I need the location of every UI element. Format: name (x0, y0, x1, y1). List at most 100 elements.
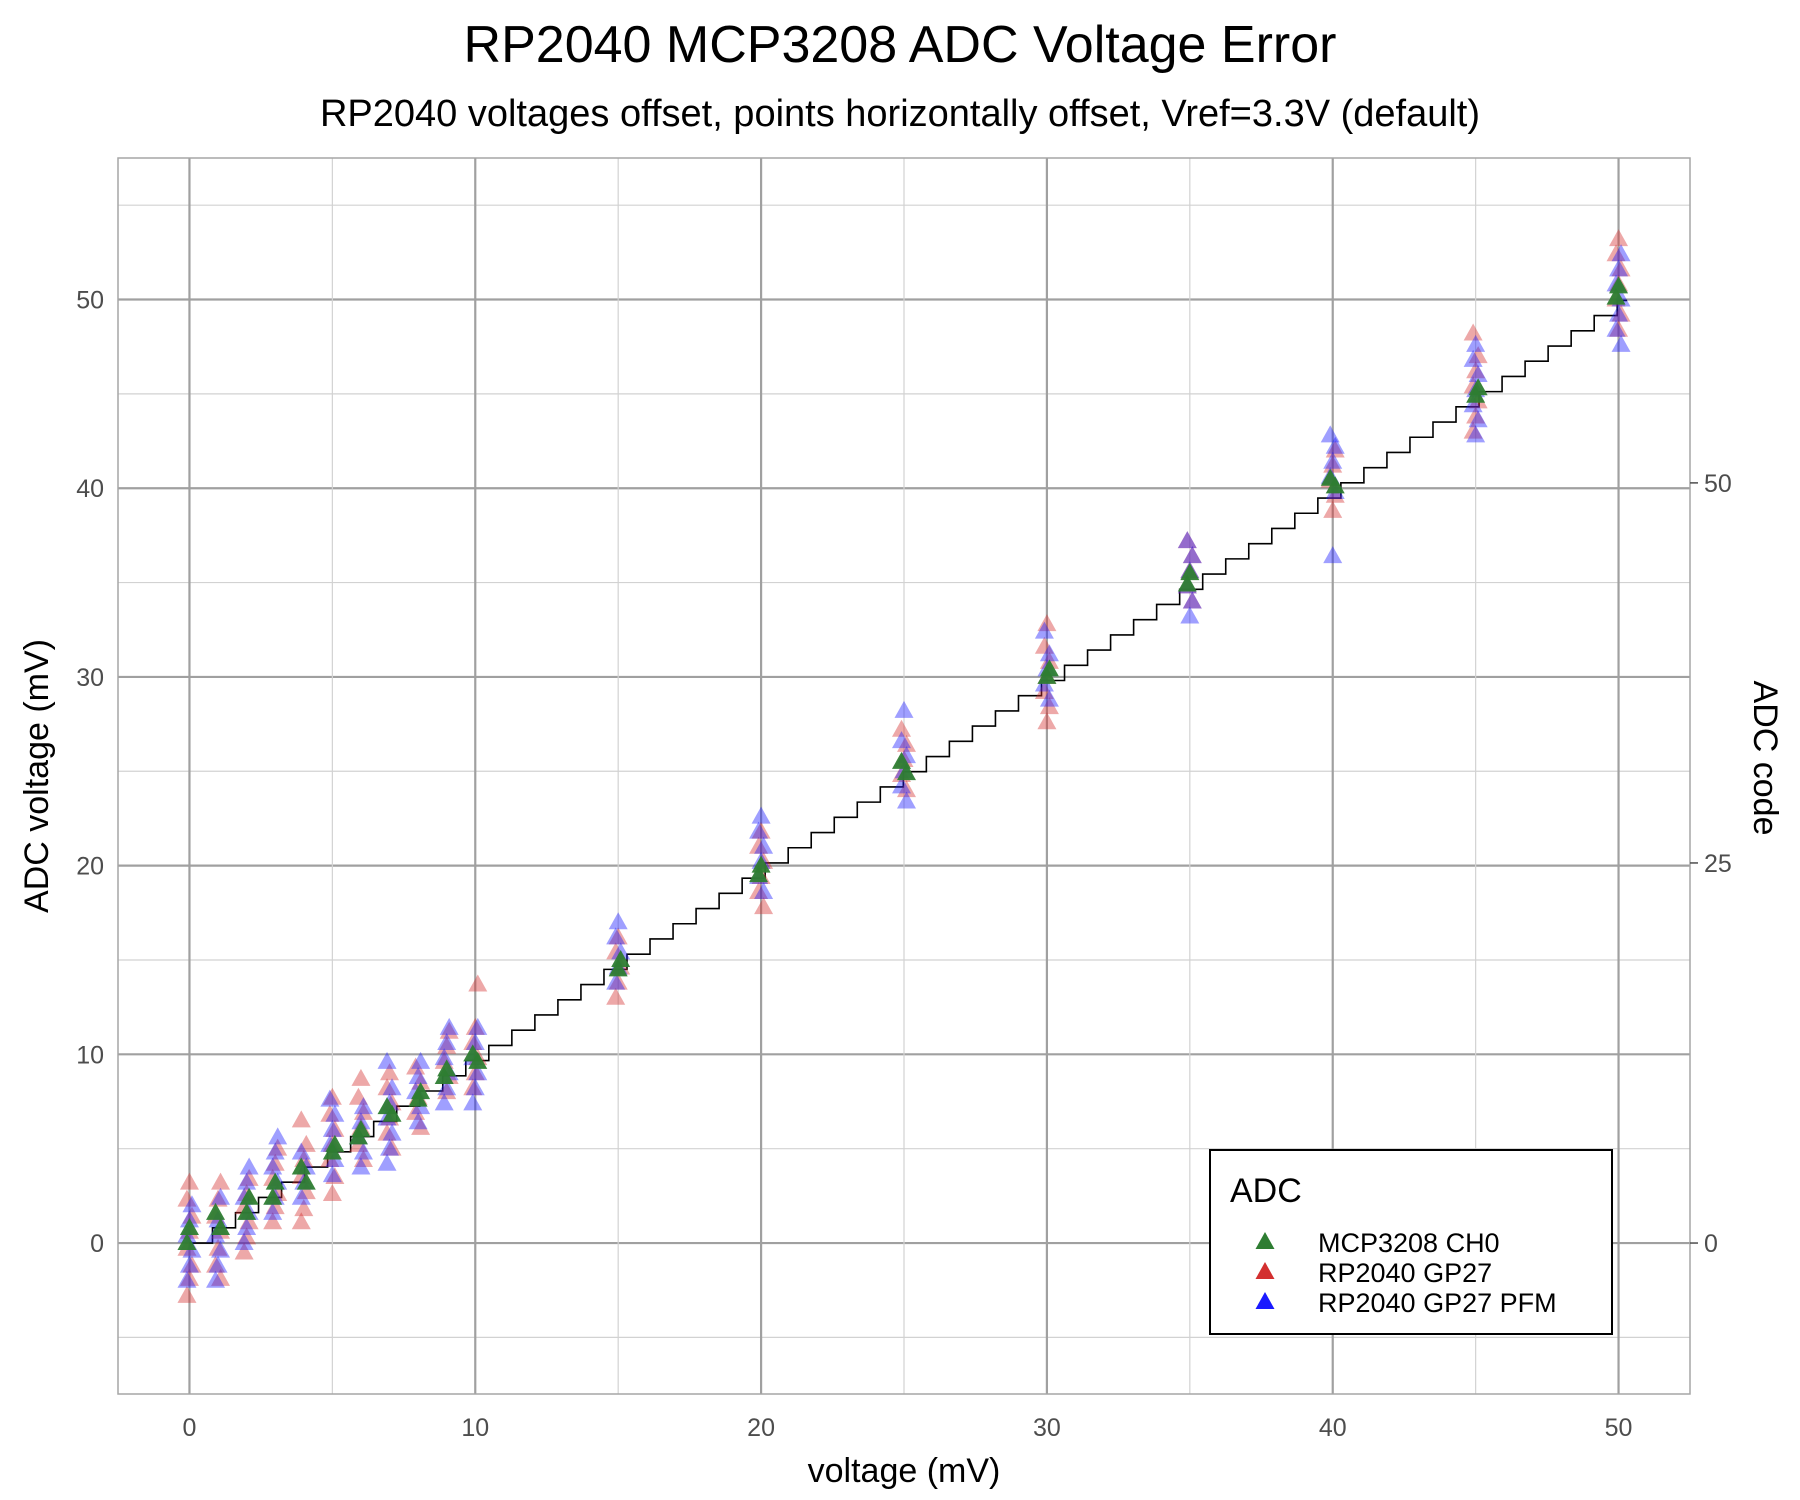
point-rp2040-gp27 (468, 974, 488, 992)
point-rp2040-gp27-pfm (377, 1153, 397, 1171)
point-rp2040-gp27 (1182, 591, 1202, 609)
y-tick-label: 50 (76, 287, 104, 315)
point-rp2040-gp27-pfm (265, 1142, 285, 1160)
point-mcp3208-ch0 (296, 1172, 316, 1190)
point-rp2040-gp27 (406, 1102, 426, 1120)
point-rp2040-gp27 (322, 1087, 342, 1105)
point-rp2040-gp27-pfm (468, 1063, 488, 1081)
point-rp2040-gp27 (1177, 531, 1197, 549)
point-rp2040-gp27 (465, 1063, 485, 1081)
point-rp2040-gp27-pfm (1323, 451, 1343, 469)
y-tick-label: 40 (76, 475, 104, 503)
point-mcp3208-ch0 (325, 1134, 345, 1152)
point-rp2040-gp27 (206, 1255, 226, 1273)
point-rp2040-gp27 (322, 1183, 342, 1201)
point-rp2040-gp27-pfm (291, 1142, 311, 1160)
point-rp2040-gp27 (897, 734, 916, 752)
plot-panel-border (117, 157, 1691, 1395)
point-rp2040-gp27-pfm (1182, 591, 1202, 609)
point-rp2040-gp27-pfm (1609, 304, 1629, 322)
legend-label: RP2040 GP27 (1318, 1258, 1492, 1288)
point-rp2040-gp27-pfm (382, 1078, 402, 1096)
y-tick-label: 30 (76, 664, 104, 692)
point-mcp3208-ch0 (263, 1187, 283, 1205)
point-rp2040-gp27 (234, 1242, 254, 1260)
point-mcp3208-ch0 (206, 1202, 226, 1220)
point-mcp3208-ch0 (237, 1202, 257, 1220)
ideal-step-line (189, 299, 1628, 1244)
point-rp2040-gp27-pfm (353, 1142, 373, 1160)
point-rp2040-gp27 (377, 1078, 397, 1096)
point-rp2040-gp27 (208, 1189, 228, 1207)
point-rp2040-gp27-pfm (322, 1119, 342, 1137)
point-rp2040-gp27-pfm (1466, 425, 1486, 443)
point-rp2040-gp27-pfm (211, 1187, 231, 1205)
point-rp2040-gp27 (406, 1057, 426, 1075)
point-rp2040-gp27 (1323, 455, 1343, 473)
legend-title: ADC (1230, 1172, 1302, 1210)
point-rp2040-gp27-pfm (437, 1078, 457, 1096)
point-rp2040-gp27-pfm (268, 1127, 288, 1145)
point-rp2040-gp27-pfm (434, 1048, 454, 1066)
point-rp2040-gp27-pfm (1180, 606, 1200, 624)
point-rp2040-gp27 (291, 1110, 311, 1128)
point-mcp3208-ch0 (463, 1044, 483, 1062)
point-rp2040-gp27-pfm (749, 821, 769, 839)
point-rp2040-gp27-pfm (377, 1051, 397, 1069)
legend-key-rp2040-gp27-pfm (1255, 1292, 1275, 1309)
point-mcp3208-ch0 (239, 1187, 259, 1205)
point-rp2040-gp27 (749, 882, 769, 900)
point-mcp3208-ch0 (351, 1119, 371, 1137)
x-tick-label: 40 (1319, 1414, 1347, 1442)
point-mcp3208-ch0 (377, 1097, 397, 1115)
point-rp2040-gp27-pfm (182, 1195, 202, 1213)
point-rp2040-gp27 (351, 1068, 371, 1086)
point-rp2040-gp27-pfm (1039, 644, 1059, 662)
point-rp2040-gp27-pfm (411, 1051, 431, 1069)
point-mcp3208-ch0 (1039, 659, 1059, 677)
point-rp2040-gp27 (1463, 323, 1483, 341)
point-mcp3208-ch0 (1606, 287, 1626, 305)
point-mcp3208-ch0 (1180, 563, 1200, 581)
tick-labels-layer: 0 10 20 30 40 50 0 10 20 30 40 50 0 25 50 (76, 287, 1732, 1442)
point-rp2040-gp27 (325, 1119, 345, 1137)
point-mcp3208-ch0 (1177, 574, 1197, 592)
point-rp2040-gp27-pfm (1609, 259, 1629, 277)
point-rp2040-gp27 (177, 1189, 197, 1207)
point-rp2040-gp27 (325, 1166, 345, 1184)
point-rp2040-gp27-pfm (1468, 410, 1488, 428)
point-rp2040-gp27-pfm (263, 1202, 283, 1220)
point-mcp3208-ch0 (179, 1217, 199, 1235)
point-mcp3208-ch0 (751, 855, 771, 873)
point-rp2040-gp27-pfm (754, 882, 774, 900)
point-rp2040-gp27-pfm (179, 1255, 199, 1273)
point-rp2040-gp27 (239, 1168, 259, 1186)
chart-title: RP2040 MCP3208 ADC Voltage Error (464, 16, 1337, 74)
point-rp2040-gp27 (380, 1063, 400, 1081)
point-rp2040-gp27 (892, 719, 911, 737)
point-rp2040-gp27 (1039, 697, 1059, 715)
point-rp2040-gp27-pfm (1611, 334, 1631, 352)
point-mcp3208-ch0 (892, 751, 911, 769)
point-rp2040-gp27 (411, 1117, 431, 1135)
point-rp2040-gp27-pfm (408, 1066, 428, 1084)
point-rp2040-gp27 (296, 1182, 316, 1200)
point-rp2040-gp27-pfm (608, 912, 628, 930)
point-rp2040-gp27-pfm (206, 1270, 226, 1288)
point-mcp3208-ch0 (897, 763, 916, 781)
point-rp2040-gp27 (749, 836, 769, 854)
point-rp2040-gp27 (348, 1087, 368, 1105)
point-rp2040-gp27-pfm (897, 791, 916, 809)
point-rp2040-gp27 (754, 897, 774, 915)
y2-axis-title: ADC code (1746, 681, 1784, 836)
point-mcp3208-ch0 (608, 959, 628, 977)
x-tick-label: 10 (461, 1414, 489, 1442)
point-rp2040-gp27-pfm (468, 1017, 488, 1035)
point-rp2040-gp27 (1034, 636, 1054, 654)
point-rp2040-gp27 (179, 1268, 199, 1286)
point-rp2040-gp27-pfm (892, 776, 911, 794)
y-tick-label: 0 (90, 1230, 104, 1258)
legend-key-mcp3208-ch0 (1255, 1232, 1275, 1249)
